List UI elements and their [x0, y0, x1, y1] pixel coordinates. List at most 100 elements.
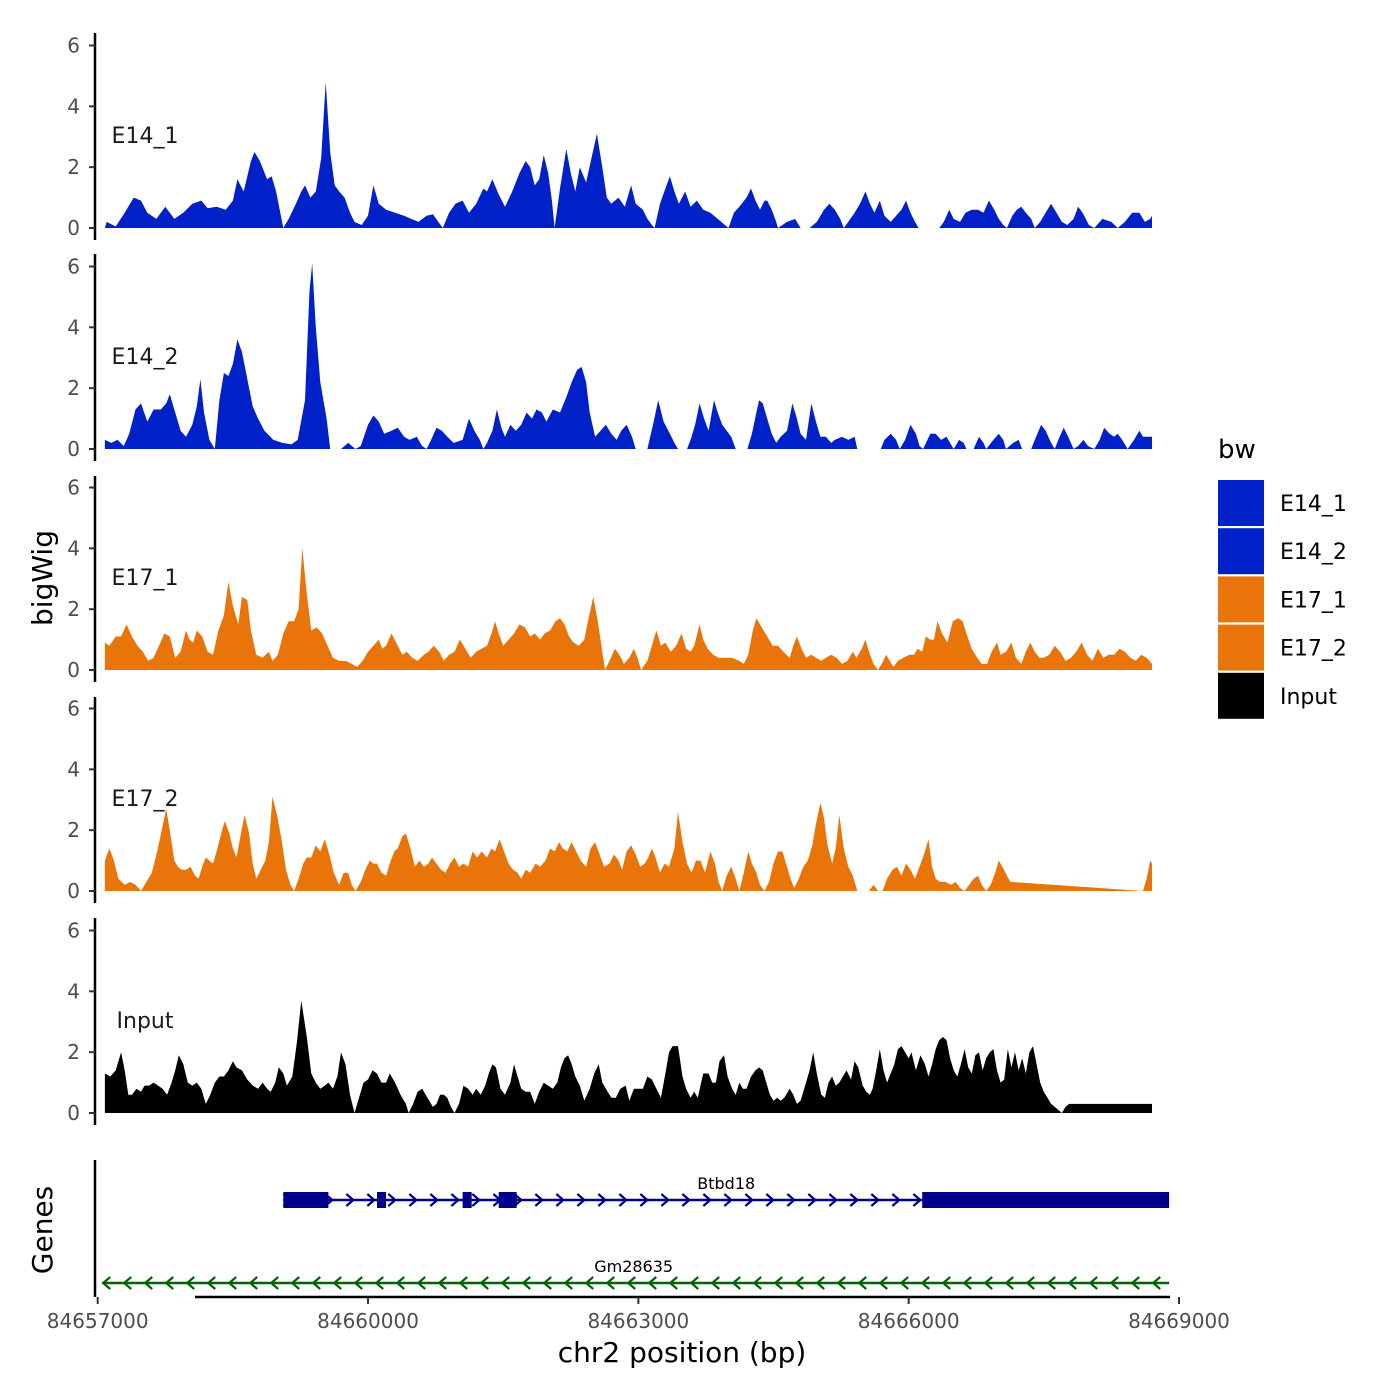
x-tick-label: 84660000: [317, 1309, 419, 1333]
strand-arrow: [408, 1193, 419, 1207]
strand-arrow: [836, 1276, 846, 1290]
track-label: E17_2: [112, 787, 179, 812]
strand-arrow: [332, 1276, 342, 1290]
legend-label: E17_1: [1280, 588, 1347, 613]
strand-arrow: [744, 1193, 755, 1207]
track-label: E17_1: [112, 566, 179, 591]
y-tick-label: 2: [67, 1040, 80, 1064]
strand-arrow: [773, 1276, 783, 1290]
strand-arrow: [815, 1276, 825, 1290]
exon: [462, 1192, 472, 1208]
x-tick-label: 84666000: [858, 1309, 960, 1333]
track-e17-2: 0 2 4 6 E17_2: [67, 697, 1152, 903]
strand-arrow: [584, 1276, 594, 1290]
y-tick-label: 4: [67, 979, 80, 1003]
strand-arrow: [227, 1276, 237, 1290]
exon: [283, 1192, 329, 1208]
y-tick-label: 6: [67, 255, 80, 279]
strand-arrow: [618, 1193, 629, 1207]
strand-arrow: [786, 1193, 797, 1207]
legend-item: E17_2: [1218, 624, 1347, 671]
y-axis-title: bigWig: [26, 530, 59, 626]
strand-arrow: [458, 1276, 468, 1290]
strand-arrow: [479, 1276, 489, 1290]
strand-arrow: [290, 1276, 300, 1290]
strand-arrow: [660, 1193, 671, 1207]
track-label: E14_1: [112, 124, 179, 149]
strand-arrow: [576, 1193, 587, 1207]
legend: E14_1 E14_2 E17_1 E17_2 Input: [1218, 480, 1347, 719]
strand-arrow: [765, 1193, 776, 1207]
strand-arrow: [1151, 1276, 1161, 1290]
y-tick-label: 6: [67, 476, 80, 500]
strand-arrow: [605, 1276, 615, 1290]
strand-arrow: [702, 1193, 713, 1207]
track-e17-1: 0 2 4 6 E17_1: [67, 476, 1152, 682]
strand-arrow: [689, 1276, 699, 1290]
track-e14-1: 0 2 4 6 E14_1: [67, 33, 1152, 240]
strand-arrow: [563, 1276, 573, 1290]
strand-arrow: [311, 1276, 321, 1290]
strand-arrow: [1004, 1276, 1014, 1290]
strand-arrow: [731, 1276, 741, 1290]
strand-arrow: [521, 1276, 531, 1290]
y-tick-label: 4: [67, 315, 80, 339]
exon: [498, 1192, 517, 1208]
legend-swatch: [1218, 480, 1264, 526]
y-tick-label: 0: [67, 437, 80, 461]
signal-tracks: 0 2 4 6 E14_1 0 2 4 6 E14_2 0 2 4 6 E17_1 0 2 4 6 E17_2 0 2 4 6…: [67, 33, 1152, 1125]
y-tick-label: 4: [67, 757, 80, 781]
strand-arrow: [395, 1276, 405, 1290]
legend-label: E14_2: [1280, 540, 1347, 565]
strand-arrow: [269, 1276, 279, 1290]
strand-arrow: [429, 1193, 440, 1207]
strand-arrow: [366, 1193, 377, 1207]
x-axis: 84657000 84660000 84663000 84666000 84669000: [47, 1295, 1230, 1333]
strand-arrow: [878, 1276, 888, 1290]
x-axis-title: chr2 position (bp): [558, 1336, 807, 1369]
strand-arrow: [752, 1276, 762, 1290]
strand-arrow: [639, 1193, 650, 1207]
strand-arrow: [1046, 1276, 1056, 1290]
track-label: E14_2: [112, 345, 179, 370]
strand-arrow: [143, 1276, 153, 1290]
legend-swatch: [1218, 576, 1264, 623]
legend-swatch: [1218, 624, 1264, 671]
strand-arrow: [1025, 1276, 1035, 1290]
track-label: Input: [117, 1009, 174, 1034]
y-tick-label: 4: [67, 94, 80, 118]
strand-arrow: [534, 1193, 545, 1207]
exon: [377, 1192, 387, 1208]
signal-area-e14-2: [104, 263, 1152, 449]
strand-arrow: [164, 1276, 174, 1290]
signal-area-input: [104, 1000, 1152, 1113]
gene-track: Btbd18 Gm28635: [93, 1160, 1170, 1297]
strand-arrow: [668, 1276, 678, 1290]
y-tick-label: 2: [67, 376, 80, 400]
gene-btbd18: Btbd18: [282, 1174, 1170, 1208]
strand-arrow: [912, 1193, 923, 1207]
strand-arrow: [542, 1276, 552, 1290]
gene-label: Btbd18: [697, 1174, 755, 1193]
strand-arrow: [647, 1276, 657, 1290]
strand-arrow: [437, 1276, 447, 1290]
signal-area-e17-2: [104, 796, 1152, 891]
strand-arrow: [870, 1193, 881, 1207]
strand-arrow: [416, 1276, 426, 1290]
strand-arrow: [710, 1276, 720, 1290]
legend-label: Input: [1280, 685, 1337, 710]
strand-arrow: [941, 1276, 951, 1290]
y-tick-label: 6: [67, 34, 80, 58]
legend-swatch: [1218, 528, 1264, 575]
legend-label: E14_1: [1280, 492, 1347, 517]
legend-item: E17_1: [1218, 576, 1347, 623]
strand-arrow: [374, 1276, 384, 1290]
strand-arrow: [807, 1193, 818, 1207]
strand-arrow: [794, 1276, 804, 1290]
strand-arrow: [723, 1193, 734, 1207]
strand-arrow: [962, 1276, 972, 1290]
y-tick-label: 0: [67, 879, 80, 903]
strand-arrow: [1067, 1276, 1077, 1290]
y-tick-label: 2: [67, 155, 80, 179]
